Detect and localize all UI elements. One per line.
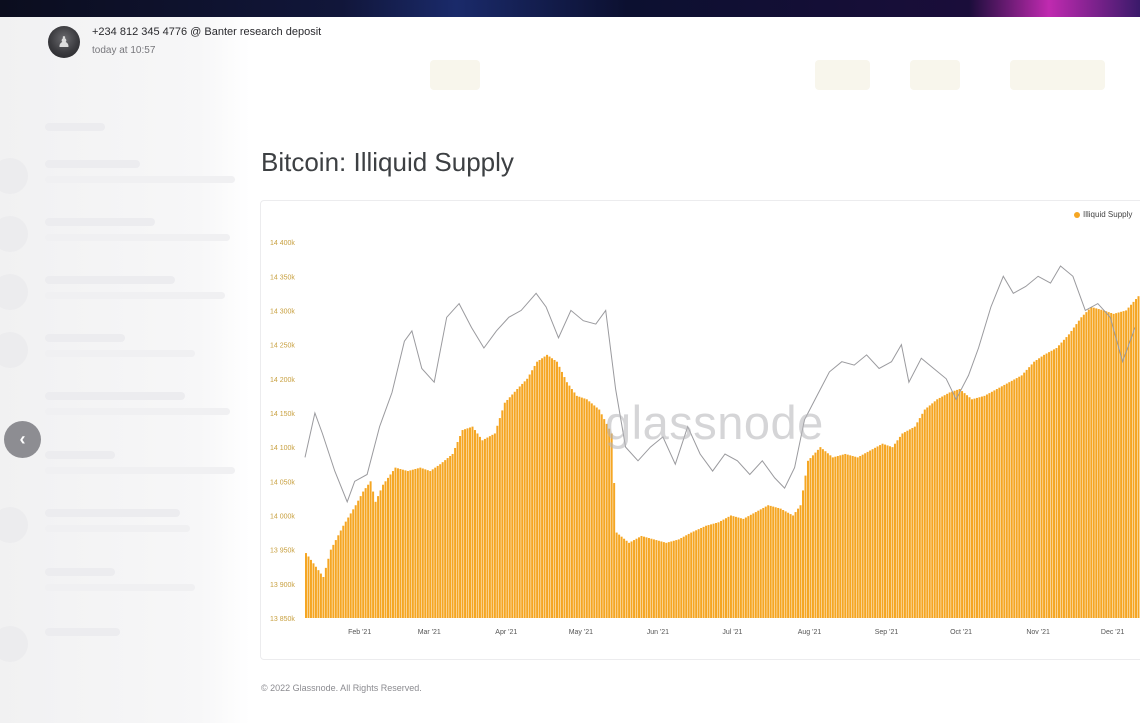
sidebar-item bbox=[0, 117, 245, 157]
sidebar-item-text bbox=[45, 509, 180, 517]
sidebar-item-text bbox=[45, 160, 140, 168]
sidebar-avatar bbox=[0, 507, 28, 543]
previous-button[interactable]: ‹ bbox=[4, 421, 41, 458]
legend-label: Illiquid Supply bbox=[1083, 210, 1133, 219]
blurred-nav-item bbox=[910, 60, 960, 90]
copyright-footer: © 2022 Glassnode. All Rights Reserved. bbox=[261, 683, 422, 693]
sidebar-item-subtext bbox=[45, 408, 230, 415]
sidebar-item bbox=[0, 154, 245, 194]
blurred-nav-item bbox=[1010, 60, 1105, 90]
sidebar-item bbox=[0, 328, 245, 368]
sidebar-item bbox=[0, 622, 245, 662]
sidebar-avatar bbox=[0, 216, 28, 252]
blurred-sidebar bbox=[0, 17, 250, 723]
sidebar-item-text bbox=[45, 451, 115, 459]
blurred-nav-item bbox=[430, 60, 480, 90]
sidebar-item bbox=[0, 270, 245, 310]
video-top-strip bbox=[0, 0, 1140, 17]
sidebar-avatar bbox=[0, 332, 28, 368]
user-icon: ♟ bbox=[57, 34, 71, 51]
sender-name: +234 812 345 4776 @ Banter research depo… bbox=[92, 26, 322, 38]
sender-avatar[interactable]: ♟ bbox=[48, 26, 80, 58]
sidebar-item-text bbox=[45, 628, 120, 636]
sidebar-item-text bbox=[45, 568, 115, 576]
blurred-nav-item bbox=[815, 60, 870, 90]
sidebar-avatar bbox=[0, 274, 28, 310]
message-header: ♟ +234 812 345 4776 @ Banter research de… bbox=[0, 17, 1140, 65]
sidebar-item bbox=[0, 445, 245, 485]
chevron-left-icon: ‹ bbox=[19, 429, 26, 449]
sidebar-item-subtext bbox=[45, 176, 235, 183]
chart-title: Bitcoin: Illiquid Supply bbox=[261, 147, 514, 177]
sidebar-item-subtext bbox=[45, 292, 225, 299]
sidebar-item bbox=[0, 386, 245, 426]
glassnode-watermark: glassnode bbox=[605, 396, 824, 449]
sidebar-item-subtext bbox=[45, 525, 190, 532]
sidebar-item-text bbox=[45, 276, 175, 284]
sidebar-item-text bbox=[45, 218, 155, 226]
chart-legend[interactable]: Illiquid Supply bbox=[1074, 210, 1132, 219]
sidebar-item bbox=[0, 562, 245, 602]
sidebar-item-text bbox=[45, 334, 125, 342]
message-timestamp: today at 10:57 bbox=[92, 45, 156, 56]
sidebar-item bbox=[0, 212, 245, 252]
sidebar-item-subtext bbox=[45, 234, 230, 241]
sidebar-avatar bbox=[0, 626, 28, 662]
sidebar-item-subtext bbox=[45, 350, 195, 357]
sidebar-avatar bbox=[0, 158, 28, 194]
sidebar-item-text bbox=[45, 392, 185, 400]
sidebar-item bbox=[0, 503, 245, 543]
sidebar-item-text bbox=[45, 123, 105, 131]
sidebar-item-subtext bbox=[45, 584, 195, 591]
sidebar-item-subtext bbox=[45, 467, 235, 474]
legend-swatch bbox=[1074, 211, 1080, 218]
